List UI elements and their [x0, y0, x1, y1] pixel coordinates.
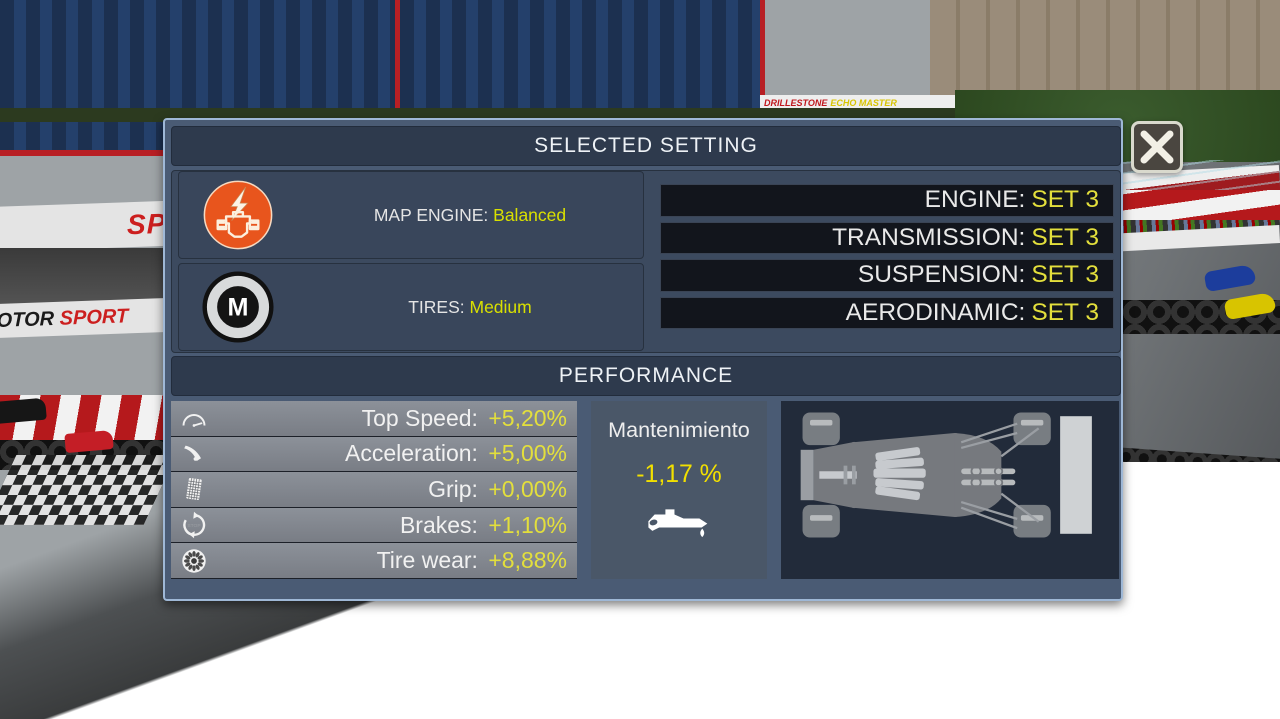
svg-text:M: M: [228, 294, 249, 322]
svg-text:STOP: STOP: [187, 523, 200, 529]
